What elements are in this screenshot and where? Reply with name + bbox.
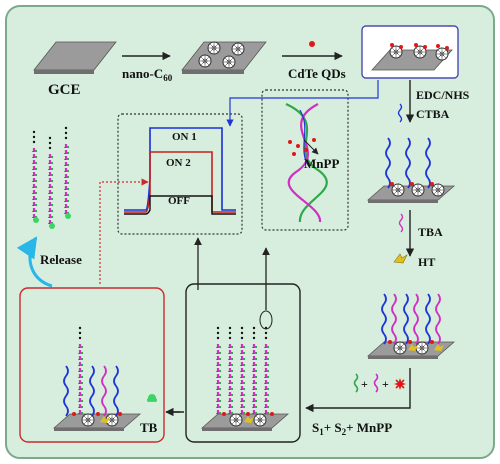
ctba-label: CTBA [416, 107, 450, 121]
nano-c60-label: nano-C60 [122, 66, 173, 83]
mnpp-label: MnPP [304, 156, 339, 171]
cdte-qd-icon [309, 41, 315, 47]
release-label: Release [40, 252, 82, 267]
electrode-with-long-dna [201, 325, 289, 432]
on1-signal-line [124, 127, 236, 211]
electrode-with-qds [371, 43, 453, 71]
off-signal-line [124, 195, 236, 215]
ht-label: HT [418, 255, 435, 269]
electrode-with-ctba [367, 137, 455, 204]
c60-icon [222, 55, 236, 69]
ht-icon [393, 253, 408, 264]
off-label: OFF [168, 195, 190, 207]
s1-s2-mnpp-reagents: + + [353, 373, 406, 393]
tba-strand-icon [398, 213, 404, 233]
arrow-blue-to-signal [226, 80, 379, 127]
dna-helix-icon [285, 102, 328, 223]
electrode-with-c60 [181, 41, 267, 74]
tba-label: TBA [418, 225, 443, 239]
on2-signal-line [124, 151, 236, 213]
cdte-label: CdTe QDs [288, 66, 346, 81]
s1-s2-mnpp-label: S1+ S2+ MnPP [312, 420, 392, 437]
svg-text:+: + [382, 377, 389, 391]
mnpp-star-icon [394, 378, 406, 390]
tb-label: TB [140, 420, 158, 435]
ctba-strand-icon [397, 103, 403, 123]
svg-text:+: + [361, 377, 368, 391]
gce-electrode [33, 41, 117, 74]
released-strands [31, 125, 71, 229]
tb-protein-icon [147, 394, 157, 402]
electrode-after-release [53, 325, 141, 432]
arrow-s1s2-mnpp [305, 368, 411, 413]
zoom-circle [259, 310, 273, 330]
released-electrode-box [19, 287, 165, 443]
arrow-red-to-signal [99, 178, 149, 284]
c60-icon [231, 42, 245, 56]
c60-icon [198, 54, 212, 68]
on2-label: ON 2 [166, 157, 191, 169]
edc-label: EDC/NHS [416, 88, 470, 102]
gce-label: GCE [48, 82, 81, 98]
on1-label: ON 1 [172, 131, 197, 143]
c60-icon [207, 41, 221, 55]
electrode-with-tba-ht [367, 293, 455, 360]
release-arrow [16, 236, 53, 288]
